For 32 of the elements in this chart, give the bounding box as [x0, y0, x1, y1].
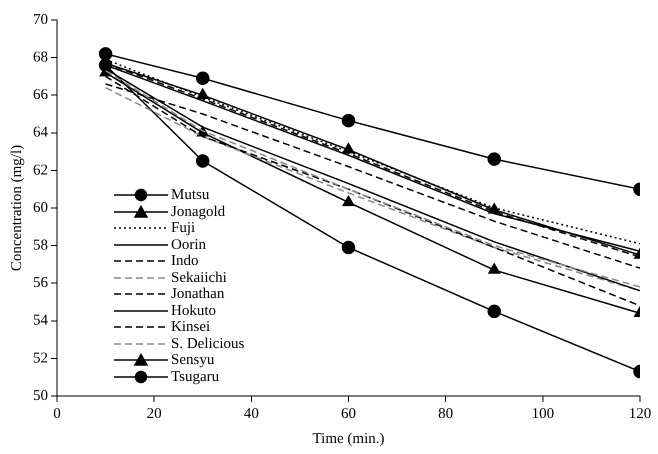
- x-axis-title: Time (min.): [312, 430, 384, 447]
- y-axis-title: Concentration (mg/l): [8, 144, 25, 272]
- legend-label: Jonagold: [171, 204, 226, 220]
- y-tick-label: 52: [33, 350, 48, 366]
- legend-label: Sensyu: [171, 352, 214, 368]
- legend-label: Kinsei: [171, 319, 210, 336]
- x-tick-label: 20: [146, 406, 162, 422]
- legend-label: Fuji: [171, 220, 196, 236]
- x-tick-label: 80: [438, 406, 454, 422]
- y-tick-label: 60: [33, 200, 48, 216]
- y-tick-label: 66: [33, 87, 48, 104]
- legend-label: Indo: [171, 253, 198, 270]
- y-tick-label: 62: [33, 162, 48, 178]
- y-tick-label: 58: [33, 238, 48, 254]
- legend-label: Hokuto: [171, 302, 216, 319]
- legend-label: Tsugaru: [171, 368, 220, 385]
- legend-label: Sekaiichi: [171, 270, 227, 286]
- y-tick-label: 54: [33, 312, 48, 329]
- y-tick-label: 68: [33, 50, 48, 66]
- x-tick-label: 60: [341, 406, 356, 422]
- legend-label: Jonathan: [171, 286, 224, 302]
- y-tick-label: 70: [33, 12, 48, 28]
- y-tick-label: 50: [33, 388, 48, 404]
- x-tick-label: 120: [628, 406, 652, 422]
- legend-label: Mutsu: [171, 187, 210, 204]
- x-tick-label: 100: [532, 406, 554, 422]
- y-tick-label: 56: [33, 275, 48, 292]
- legend-label: Oorin: [171, 236, 206, 253]
- legend-label: S. Delicious: [171, 336, 244, 352]
- x-tick-label: 0: [53, 406, 61, 422]
- x-tick-label: 40: [244, 406, 259, 422]
- y-tick-label: 64: [33, 124, 48, 141]
